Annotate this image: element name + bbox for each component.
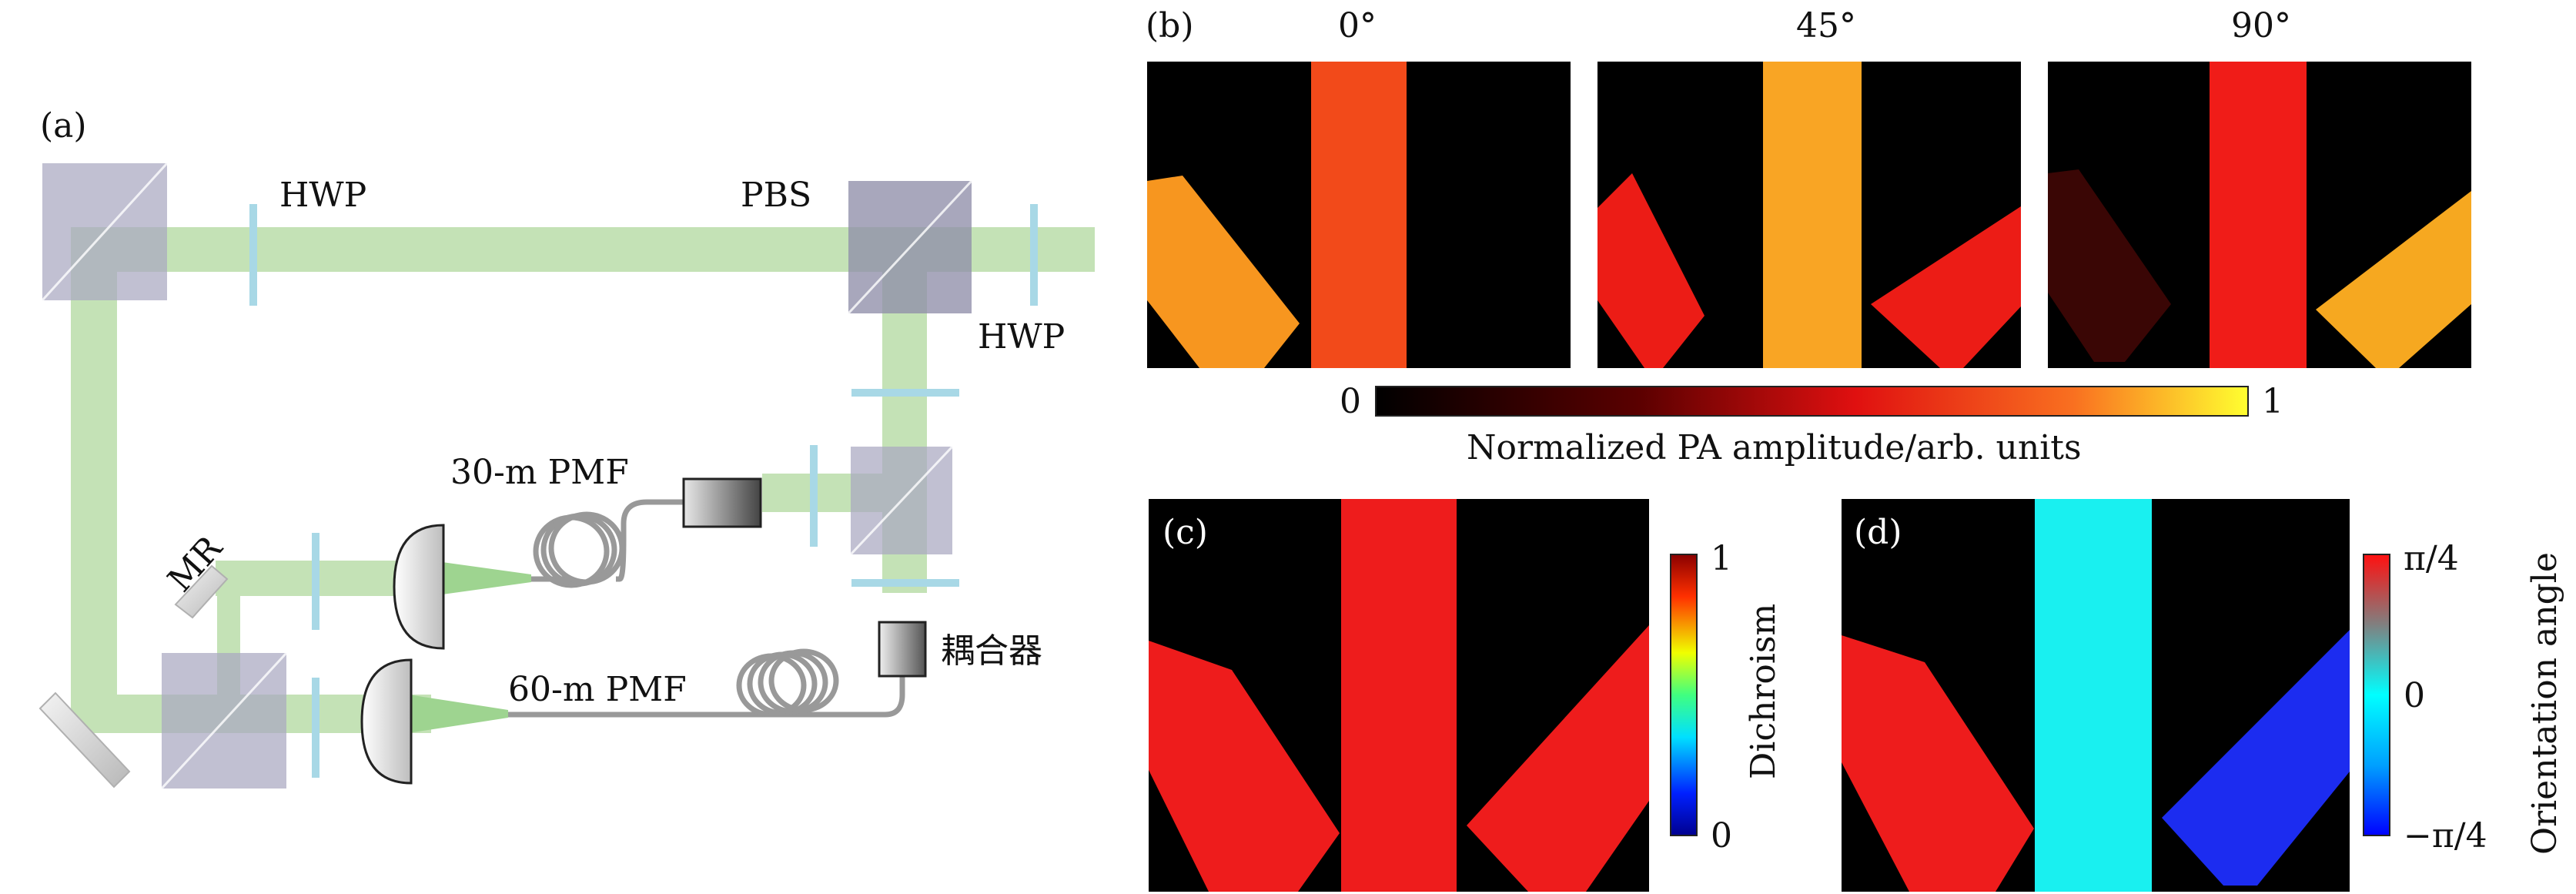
panel-b-label: (b) bbox=[1146, 6, 1194, 45]
plate-bottom-path bbox=[312, 678, 319, 778]
coupler bbox=[878, 621, 927, 678]
hwp-top-label: HWP bbox=[279, 176, 366, 215]
panel-c-dichroism: (c) 1 0 Dichroism bbox=[1149, 499, 1783, 892]
orientation-colorbar bbox=[2363, 554, 2390, 836]
dichroism-left-band bbox=[1149, 641, 1340, 892]
orientation-colorbar-max: π/4 bbox=[2404, 539, 2459, 578]
dichroism-colorbar-max: 1 bbox=[1711, 539, 1732, 578]
lens-upper bbox=[393, 524, 445, 650]
half-wave-plates bbox=[249, 204, 1038, 778]
panel-a-label: (a) bbox=[40, 106, 87, 146]
pa-image-45deg bbox=[1597, 62, 2021, 368]
pa-image-0deg bbox=[1147, 62, 1571, 368]
lens-lower bbox=[360, 658, 413, 785]
pbs-label: PBS bbox=[741, 176, 811, 215]
angle-label-45: 45° bbox=[1796, 6, 1856, 45]
plate-near-collimator bbox=[810, 445, 818, 547]
panel-b-pa-images: (b) 0° 45° 90° 0 1 Normalized bbox=[1146, 6, 2471, 467]
pa-colorbar-min: 0 bbox=[1340, 382, 1361, 421]
orientation-right-band bbox=[2162, 630, 2350, 886]
beam-left-vertical bbox=[71, 231, 117, 732]
orientation-left-band bbox=[1842, 635, 2034, 892]
focus-cone-upper bbox=[431, 561, 531, 596]
mirror-bottom-left bbox=[38, 691, 131, 789]
panel-c-label: (c) bbox=[1163, 513, 1208, 552]
hwp-right-plate bbox=[1030, 204, 1038, 306]
plate-horizontal-upper bbox=[851, 389, 959, 397]
plate-mr-path bbox=[312, 533, 319, 630]
panel-d-label: (d) bbox=[1854, 513, 1902, 552]
panel-a-setup-diagram: (a) bbox=[38, 106, 1095, 790]
cube-right-middle bbox=[849, 445, 954, 556]
plate-horizontal-lower bbox=[851, 579, 959, 587]
orientation-colorbar-mid: 0 bbox=[2404, 676, 2425, 715]
mirror-mr bbox=[174, 564, 229, 619]
panel-d-orientation: (d) π/4 0 −π/4 Orientation angle bbox=[1842, 499, 2564, 892]
angle-label-0: 0° bbox=[1338, 6, 1377, 45]
orientation-colorbar-title: Orientation angle bbox=[2525, 552, 2564, 855]
hwp-top-plate bbox=[249, 204, 257, 306]
orientation-vertical-band bbox=[2035, 499, 2152, 892]
dichroism-vertical-band bbox=[1341, 499, 1457, 892]
angle-label-90: 90° bbox=[2231, 6, 2291, 45]
pa-image-90deg bbox=[2048, 62, 2471, 368]
pa-colorbar-max: 1 bbox=[2262, 382, 2283, 421]
fiber-60m bbox=[508, 648, 905, 718]
dichroism-colorbar-title: Dichroism bbox=[1744, 604, 1783, 779]
focus-cone-lower bbox=[408, 695, 508, 733]
dichroism-colorbar bbox=[1670, 554, 1698, 836]
hwp-right-label: HWP bbox=[978, 317, 1065, 357]
cube-top-left bbox=[41, 162, 169, 302]
dichroism-colorbar-min: 0 bbox=[1711, 816, 1732, 855]
cube-bottom bbox=[160, 651, 288, 790]
fiber-30m bbox=[531, 499, 685, 588]
pmf-30m-label: 30-m PMF bbox=[450, 453, 629, 492]
pa-colorbar: 0 1 Normalized PA amplitude/arb. units bbox=[1340, 382, 2283, 467]
pbs-cube bbox=[847, 179, 973, 315]
coupler-label: 耦合器 bbox=[941, 631, 1042, 671]
orientation-colorbar-min: −π/4 bbox=[2404, 816, 2487, 855]
dichroism-right-band bbox=[1467, 625, 1649, 892]
pmf-60m-label: 60-m PMF bbox=[508, 670, 687, 709]
collimator bbox=[682, 477, 762, 528]
pa-colorbar-title: Normalized PA amplitude/arb. units bbox=[1467, 428, 2082, 467]
